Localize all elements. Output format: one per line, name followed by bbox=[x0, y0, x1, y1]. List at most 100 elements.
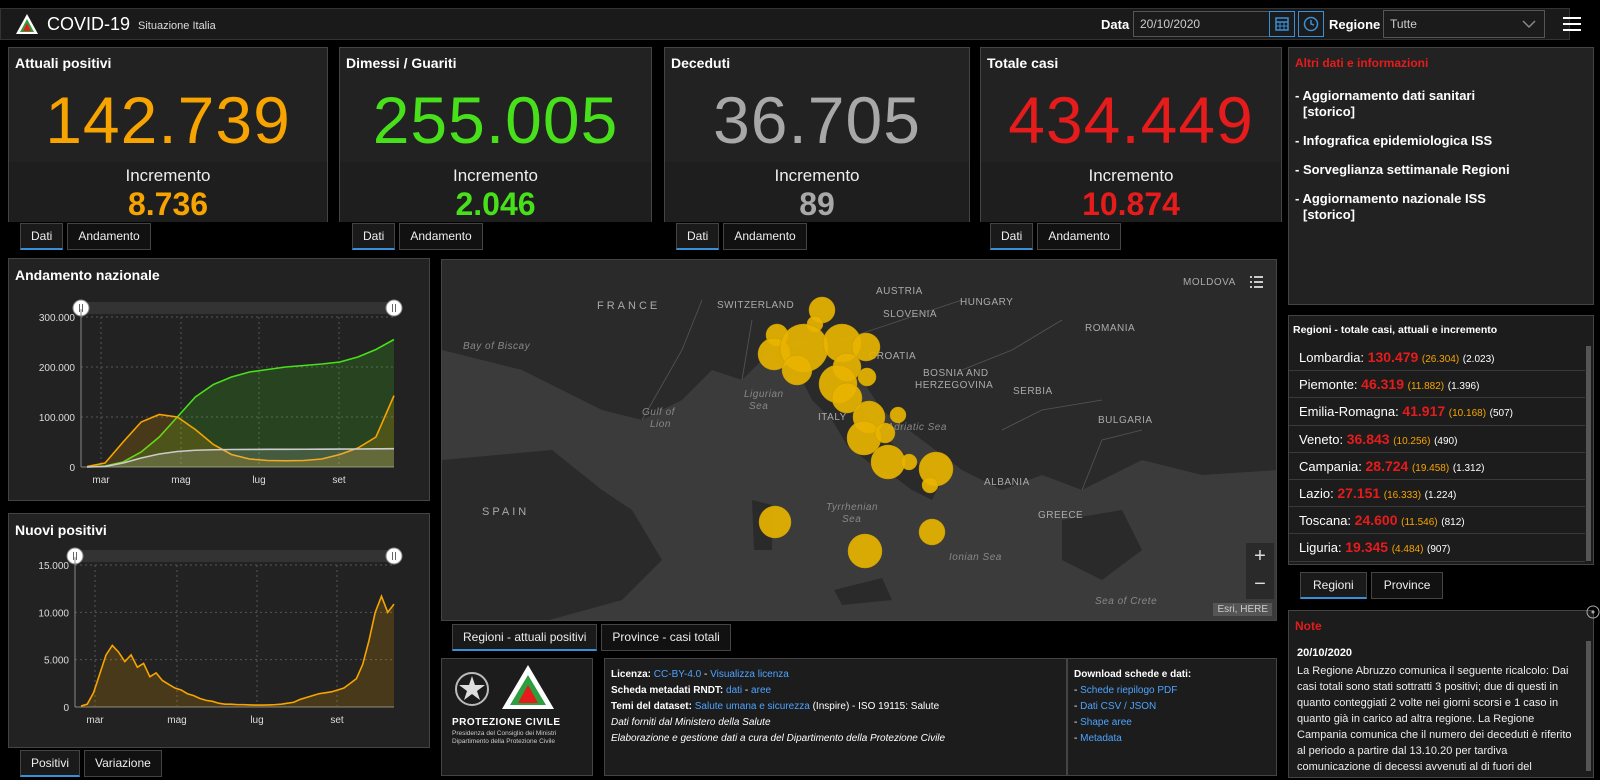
protezione-civile-emblem-icon bbox=[502, 665, 554, 709]
note-date: 20/10/2020 bbox=[1297, 647, 1353, 659]
map-label-france: FRANCE bbox=[597, 300, 661, 312]
region-select[interactable]: Tutte bbox=[1383, 10, 1545, 38]
range-slider-handle[interactable] bbox=[385, 547, 403, 565]
series-area bbox=[87, 395, 394, 467]
map-label-bosnia: BOSNIA AND bbox=[923, 368, 989, 379]
tab-province[interactable]: Province bbox=[1370, 572, 1444, 599]
legend-list-icon bbox=[1250, 276, 1263, 288]
range-slider bbox=[75, 550, 394, 562]
y-tick-label: 10.000 bbox=[38, 608, 69, 619]
info-link[interactable]: - Aggiornamento nazionale ISS [storico] bbox=[1295, 191, 1486, 222]
tab-regioni[interactable]: Regioni bbox=[1300, 572, 1367, 599]
map-bubble bbox=[889, 406, 907, 424]
licenza-line: Licenza: CC-BY-4.0 - Visualizza licenza bbox=[611, 669, 789, 680]
series-line bbox=[86, 395, 395, 468]
info-link[interactable]: - Sorveglianza settimanale Regioni bbox=[1295, 162, 1510, 177]
kpi-title: Attuali positivi bbox=[15, 55, 112, 71]
andamento-chart[interactable]: 300.000 200.000 100.000 0 mar mag lug set bbox=[9, 259, 429, 500]
list-item[interactable]: Liguria: 19.345 (4.484) (907) bbox=[1289, 534, 1585, 562]
zoom-in-button[interactable]: + bbox=[1246, 543, 1274, 571]
footer-metadata: Licenza: CC-BY-4.0 - Visualizza licenza … bbox=[604, 658, 1067, 776]
download-link-shape[interactable]: Shape aree bbox=[1080, 717, 1132, 728]
protezione-civile-logo-icon bbox=[16, 14, 38, 34]
clock-button[interactable] bbox=[1298, 11, 1324, 37]
tab-variazione[interactable]: Variazione bbox=[84, 750, 162, 777]
licenza-link[interactable]: CC-BY-4.0 bbox=[653, 669, 702, 680]
kpi-tabs-totale: Dati Andamento bbox=[990, 223, 1121, 250]
list-item[interactable]: Toscana: 24.600 (11.546) (812) bbox=[1289, 507, 1585, 535]
series-area bbox=[87, 339, 394, 467]
map-bubble bbox=[921, 476, 939, 494]
map-label-crete: Sea of Crete bbox=[1095, 596, 1158, 607]
kpi-title: Deceduti bbox=[671, 55, 731, 71]
range-slider-handle[interactable] bbox=[385, 299, 403, 317]
map-label-ligurian: Ligurian bbox=[744, 389, 784, 400]
kpi-panel-deceduti: Deceduti 36.705 Incremento 89 bbox=[664, 47, 970, 222]
chart-panel-andamento: Andamento nazionale 300.000 200.000 100.00… bbox=[8, 258, 430, 501]
tab-province-casi[interactable]: Province - casi totali bbox=[601, 624, 731, 651]
tab-dati[interactable]: Dati bbox=[990, 223, 1034, 250]
visualizza-licenza-link[interactable]: Visualizza licenza bbox=[710, 669, 789, 680]
list-item[interactable]: Lazio: 27.151 (16.333) (1.224) bbox=[1289, 480, 1585, 508]
list-item[interactable]: Veneto: 36.843 (10.256) (490) bbox=[1289, 426, 1585, 453]
tab-dati[interactable]: Dati bbox=[676, 223, 720, 250]
hamburger-icon bbox=[1563, 17, 1581, 31]
series-area bbox=[81, 596, 394, 707]
list-item[interactable]: Piemonte: 46.319 (11.882) (1.396) bbox=[1289, 371, 1585, 399]
nuovi-positivi-chart[interactable]: 15.000 10.000 5.000 0 mar mag lug set bbox=[9, 514, 429, 747]
tab-andamento[interactable]: Andamento bbox=[1037, 223, 1121, 250]
list-item[interactable]: Emilia-Romagna: 41.917 (10.168) (507) bbox=[1289, 398, 1585, 426]
info-link[interactable]: - Infografica epidemiologica ISS bbox=[1295, 133, 1493, 148]
regions-list: Lombardia: 130.479 (26.304) (2.023) Piem… bbox=[1289, 344, 1585, 562]
x-tick-label: lug bbox=[252, 475, 265, 486]
tab-positivi[interactable]: Positivi bbox=[20, 750, 81, 777]
tab-andamento[interactable]: Andamento bbox=[399, 223, 483, 250]
calendar-button[interactable] bbox=[1269, 11, 1295, 37]
map-label-croatia: CROATIA bbox=[869, 351, 917, 362]
org-line-2: Dipartimento della Protezione Civile bbox=[452, 738, 555, 745]
download-link-metadata[interactable]: Metadata bbox=[1080, 733, 1122, 744]
tab-dati[interactable]: Dati bbox=[20, 223, 64, 250]
regions-title: Regioni - totale casi, attuali e increme… bbox=[1293, 324, 1498, 336]
map-panel[interactable]: FRANCE SWITZERLAND AUSTRIA SLOVENIA HUNG… bbox=[441, 259, 1277, 621]
org-line-1: Presidenza del Consiglio dei Ministri bbox=[452, 730, 557, 737]
temi-link[interactable]: Salute umana e sicurezza bbox=[694, 701, 810, 712]
map-bubble bbox=[847, 533, 883, 569]
download-title: Download schede e dati: bbox=[1074, 669, 1192, 680]
map-label-hungary: HUNGARY bbox=[960, 297, 1014, 308]
kpi-panel-guariti: Dimessi / Guariti 255.005 Incremento 2.0… bbox=[339, 47, 652, 222]
zoom-out-button[interactable]: − bbox=[1246, 571, 1274, 599]
tab-dati[interactable]: Dati bbox=[352, 223, 396, 250]
kpi-increment-box: Incremento 89 bbox=[665, 162, 969, 222]
map-bubble bbox=[758, 505, 792, 539]
kpi-value: 36.705 bbox=[713, 83, 921, 157]
note-scrollbar[interactable] bbox=[1586, 641, 1591, 771]
chart-panel-nuovi: Nuovi positivi 15.000 10.000 5.000 0 mar mag l… bbox=[8, 513, 430, 748]
tab-regioni-attuali[interactable]: Regioni - attuali positivi bbox=[452, 624, 598, 651]
scheda-dati-link[interactable]: dati bbox=[726, 685, 743, 696]
map-attribution[interactable]: Esri, HERE bbox=[1213, 603, 1272, 616]
map-label-moldova: MOLDOVA bbox=[1183, 277, 1236, 288]
kpi-title: Totale casi bbox=[987, 55, 1059, 71]
map-label-herzegovina: HERZEGOVINA bbox=[915, 380, 994, 391]
download-link-pdf[interactable]: Schede riepilogo PDF bbox=[1080, 685, 1178, 696]
y-tick-label: 100.000 bbox=[39, 413, 76, 424]
date-input[interactable]: 20/10/2020 bbox=[1133, 11, 1271, 37]
kpi-tabs-deceduti: Dati Andamento bbox=[676, 223, 807, 250]
scheda-aree-link[interactable]: aree bbox=[751, 685, 772, 696]
elaborazione: Elaborazione e gestione dati a cura del … bbox=[611, 733, 946, 744]
list-item[interactable]: Lombardia: 130.479 (26.304) (2.023) bbox=[1289, 344, 1585, 372]
expand-button[interactable] bbox=[1586, 605, 1600, 619]
app-title: COVID-19 bbox=[47, 13, 131, 34]
list-item[interactable]: Campania: 28.724 (19.458) (1.312) bbox=[1289, 453, 1585, 480]
tab-andamento[interactable]: Andamento bbox=[67, 223, 151, 250]
x-tick-label: lug bbox=[250, 715, 263, 726]
kpi-panel-attuali: Attuali positivi 142.739 Incremento 8.73… bbox=[8, 47, 328, 222]
regions-scrollbar[interactable] bbox=[1586, 346, 1591, 561]
expand-icon bbox=[1586, 605, 1600, 619]
download-link-csv[interactable]: Dati CSV / JSON bbox=[1080, 701, 1157, 712]
info-link[interactable]: - Aggiornamento dati sanitari [storico] bbox=[1295, 88, 1476, 119]
legend-button[interactable] bbox=[1242, 268, 1270, 296]
menu-button[interactable] bbox=[1561, 13, 1583, 35]
tab-andamento[interactable]: Andamento bbox=[723, 223, 807, 250]
